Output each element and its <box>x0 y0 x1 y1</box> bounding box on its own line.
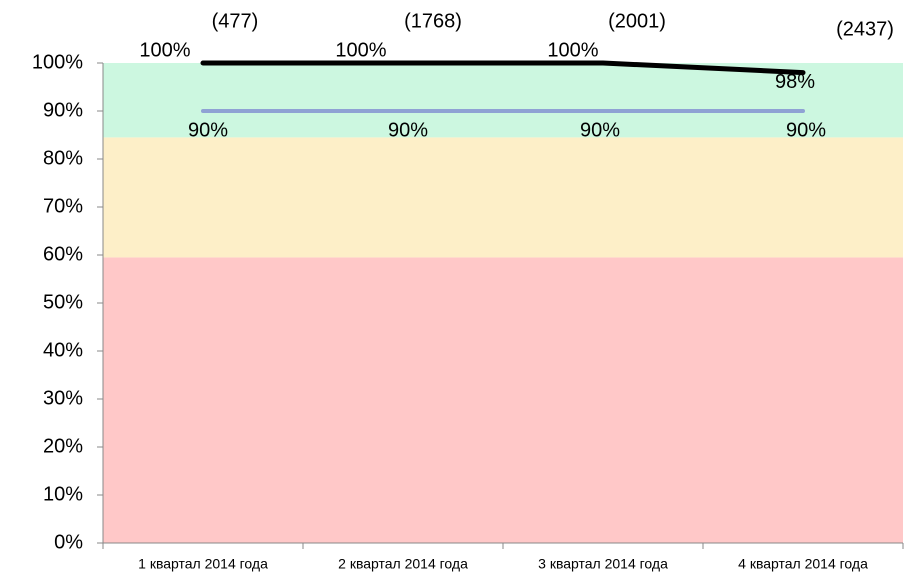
y-tick-label: 40% <box>43 339 83 361</box>
y-tick-label: 70% <box>43 195 83 217</box>
x-tick-label: 3 квартал 2014 года <box>538 556 668 572</box>
annotation: (477) <box>212 10 259 32</box>
y-tick-label: 80% <box>43 147 83 169</box>
value-label: 100% <box>335 39 386 61</box>
value-label: 90% <box>786 119 826 141</box>
zone <box>103 137 903 258</box>
y-tick-label: 20% <box>43 435 83 457</box>
x-tick-label: 1 квартал 2014 года <box>138 556 268 572</box>
annotation: (2437) <box>836 18 894 40</box>
series-line <box>200 60 806 76</box>
y-tick-label: 90% <box>43 99 83 121</box>
value-label: 90% <box>388 119 428 141</box>
value-label: 90% <box>580 119 620 141</box>
zone <box>103 257 903 543</box>
x-tick-label: 2 квартал 2014 года <box>338 556 468 572</box>
x-tick-label: 4 квартал 2014 года <box>738 556 868 572</box>
value-label: 98% <box>775 71 815 93</box>
annotation: (2001) <box>608 10 666 32</box>
y-tick-label: 100% <box>32 51 83 73</box>
y-tick-label: 30% <box>43 387 83 409</box>
y-tick-label: 0% <box>54 531 83 553</box>
value-label: 100% <box>547 39 598 61</box>
value-label: 90% <box>188 119 228 141</box>
annotation: (1768) <box>404 10 462 32</box>
zone <box>103 63 903 138</box>
y-tick-label: 10% <box>43 483 83 505</box>
y-tick-label: 50% <box>43 291 83 313</box>
value-label: 100% <box>139 39 190 61</box>
y-tick-label: 60% <box>43 243 83 265</box>
